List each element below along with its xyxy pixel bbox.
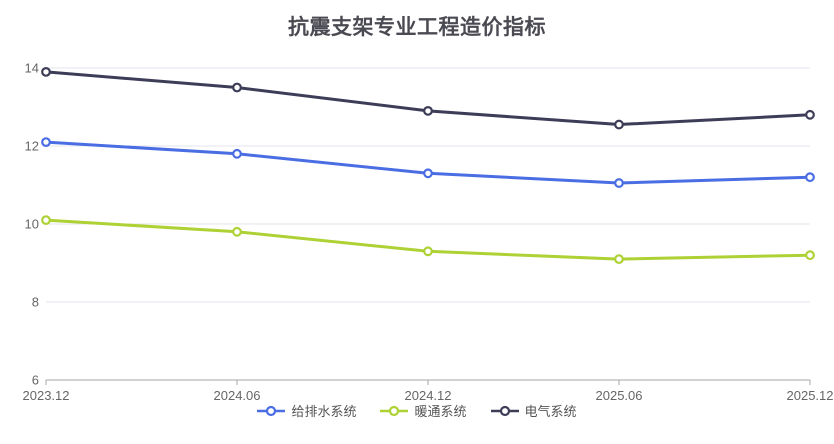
data-point-water-supply-drainage-system bbox=[41, 137, 51, 148]
legend-marker-circle bbox=[499, 405, 510, 416]
x-axis-tick-label: 2025.12 bbox=[787, 388, 834, 403]
x-axis-tick-label: 2025.06 bbox=[596, 388, 643, 403]
legend-marker-circle bbox=[389, 405, 400, 416]
y-axis-tick-label: 8 bbox=[32, 295, 39, 310]
series-line-electrical-system bbox=[44, 70, 812, 127]
legend-marker-icon bbox=[380, 405, 409, 416]
data-point-electrical-system bbox=[805, 109, 815, 120]
y-axis-tick-label: 10 bbox=[25, 217, 39, 232]
legend-label: 给排水系统 bbox=[291, 404, 357, 419]
legend-marker-circle bbox=[266, 405, 277, 416]
y-axis-tick-label: 6 bbox=[32, 373, 39, 388]
data-point-electrical-system bbox=[614, 119, 624, 130]
data-point-hvac-system bbox=[614, 254, 624, 265]
legend-item-hvac-system[interactable]: 暖通系统 bbox=[380, 401, 467, 420]
legend-marker-icon bbox=[490, 405, 519, 416]
data-point-hvac-system bbox=[41, 215, 51, 226]
data-point-electrical-system bbox=[232, 82, 242, 93]
legend-marker-icon bbox=[257, 405, 286, 416]
data-point-electrical-system bbox=[423, 105, 433, 116]
data-point-water-supply-drainage-system bbox=[232, 148, 242, 159]
x-axis-tick-label: 2024.06 bbox=[214, 388, 261, 403]
legend-label: 电气系统 bbox=[524, 404, 577, 419]
data-point-electrical-system bbox=[41, 66, 51, 77]
data-point-water-supply-drainage-system bbox=[423, 168, 433, 179]
data-point-hvac-system bbox=[423, 246, 433, 257]
legend-item-water-supply-drainage-system[interactable]: 给排水系统 bbox=[257, 401, 356, 420]
x-axis-tick-label: 2024.12 bbox=[405, 388, 452, 403]
legend: 给排水系统 暖通系统 电气系统 bbox=[0, 401, 834, 420]
data-point-water-supply-drainage-system bbox=[805, 172, 815, 183]
y-axis-tick-label: 14 bbox=[25, 61, 39, 76]
x-axis-tick-label: 2023.12 bbox=[23, 388, 70, 403]
data-point-hvac-system bbox=[232, 226, 242, 237]
y-axis-tick-label: 12 bbox=[25, 139, 39, 154]
legend-label: 暖通系统 bbox=[414, 404, 467, 419]
legend-item-electrical-system[interactable]: 电气系统 bbox=[490, 401, 577, 420]
chart-title: 抗震支架专业工程造价指标 bbox=[288, 16, 546, 39]
data-point-hvac-system bbox=[805, 250, 815, 261]
data-point-water-supply-drainage-system bbox=[614, 178, 624, 188]
